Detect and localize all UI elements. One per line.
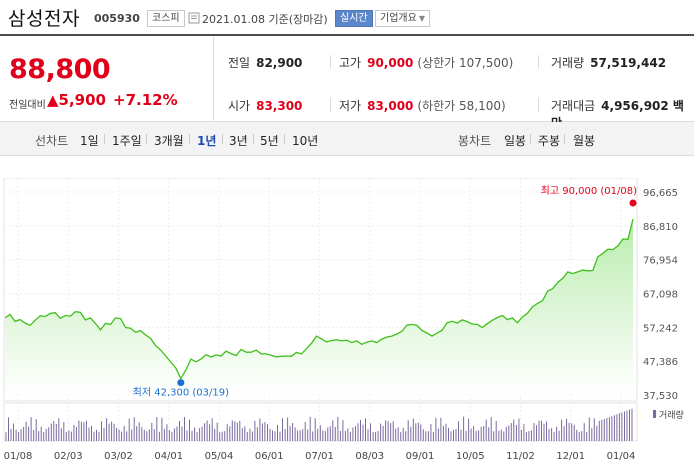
x-tick-label: 08/03 xyxy=(355,451,384,462)
period-1w[interactable]: 1주일 xyxy=(112,134,142,148)
prev-close-value: 82,900 xyxy=(256,56,303,70)
period-1d[interactable]: 1일 xyxy=(80,134,99,148)
divider xyxy=(253,134,254,144)
price-change-percent: +7.12% xyxy=(113,91,178,109)
chart-frame xyxy=(3,177,638,402)
y-tick-label: 86,810 xyxy=(643,222,678,233)
x-tick-label: 05/04 xyxy=(205,451,234,462)
divider xyxy=(222,134,223,144)
quote-summary: 88,800 전일대비 ▲5,900 +7.12% 전일 82,900 고가 90,… xyxy=(0,34,694,130)
company-overview-dropdown[interactable]: 기업개요 ▼ xyxy=(375,10,430,27)
candle-daily[interactable]: 일봉 xyxy=(504,134,527,148)
period-3m[interactable]: 3개월 xyxy=(154,134,184,148)
price-chart-svg: 96,665 86,810 76,954 67,098 57,242 47,386 37,5… xyxy=(3,177,684,462)
divider xyxy=(104,134,105,144)
price-area xyxy=(5,219,633,395)
low-value: 83,000 xyxy=(367,99,414,113)
day-high: 고가 90,000 (상한가 107,500) xyxy=(339,54,513,71)
clock-icon xyxy=(188,12,200,24)
stock-header: 삼성전자 005930 코스피 2021.01.08 기준(장마감) 실시간 기… xyxy=(0,0,694,34)
price-chart: 96,665 86,810 76,954 67,098 57,242 47,386 37,5… xyxy=(0,177,694,463)
divider xyxy=(146,134,147,144)
x-tick-label: 04/01 xyxy=(154,451,183,462)
volume-label: 거래량 xyxy=(551,56,585,70)
y-tick-label: 57,242 xyxy=(643,323,678,334)
x-tick-label: 11/02 xyxy=(506,451,535,462)
prev-close-label: 전일 xyxy=(228,56,251,70)
divider xyxy=(189,134,190,144)
open-price: 시가 83,300 xyxy=(228,97,302,114)
period-5y[interactable]: 5년 xyxy=(260,134,279,148)
prev-close: 전일 82,900 xyxy=(228,54,302,71)
volume-value: 57,519,442 xyxy=(590,56,667,70)
stock-name: 삼성전자 xyxy=(8,8,80,30)
divider xyxy=(538,55,539,69)
x-tick-label: 03/02 xyxy=(104,451,133,462)
period-1y[interactable]: 1년 xyxy=(197,134,217,148)
high-value: 90,000 xyxy=(367,56,414,70)
divider xyxy=(330,98,331,112)
period-3y[interactable]: 3년 xyxy=(229,134,248,148)
change-label: 전일대비 xyxy=(9,100,46,111)
chart-period-bar: 선차트 1일 1주일 3개월 1년 3년 5년 10년 봉차트 일봉 주봉 월봉 xyxy=(0,122,694,156)
low-label: 저가 xyxy=(339,99,362,113)
x-tick-label: 09/01 xyxy=(406,451,435,462)
lower-limit: (하한가 58,100) xyxy=(417,99,506,113)
y-tick-label: 37,530 xyxy=(643,391,678,402)
x-tick-label: 07/01 xyxy=(305,451,334,462)
y-tick-label: 76,954 xyxy=(643,256,678,267)
volume-legend-label: 거래량 xyxy=(659,409,684,421)
volume-legend-swatch xyxy=(653,410,656,418)
price-change-value: 5,900 xyxy=(58,91,106,109)
candle-weekly[interactable]: 주봉 xyxy=(538,134,561,148)
x-tick-label: 02/03 xyxy=(54,451,83,462)
x-tick-label: 12/01 xyxy=(556,451,585,462)
quote-date: 2021.01.08 기준(장마감) xyxy=(202,13,328,26)
divider xyxy=(530,134,531,144)
upper-limit: (상한가 107,500) xyxy=(417,56,514,70)
low-annotation: 최저 42,300 (03/19) xyxy=(133,387,229,399)
y-tick-label: 67,098 xyxy=(643,290,678,301)
low-marker xyxy=(177,379,185,387)
price-line xyxy=(4,218,634,380)
x-tick-label: 10/05 xyxy=(456,451,485,462)
up-triangle-icon: ▲ xyxy=(47,91,59,109)
divider xyxy=(564,134,565,144)
caret-down-icon: ▼ xyxy=(418,14,425,23)
y-tick-label: 96,665 xyxy=(643,188,678,199)
open-label: 시가 xyxy=(228,99,251,113)
x-tick-label: 06/01 xyxy=(255,451,284,462)
y-tick-label: 47,386 xyxy=(643,357,678,368)
x-tick-label: 01/04 xyxy=(607,451,636,462)
x-tick-label: 01/08 xyxy=(4,451,33,462)
amount-label: 거래대금 xyxy=(551,99,596,113)
price-box: 88,800 전일대비 ▲5,900 +7.12% xyxy=(0,36,214,122)
market-badge: 코스피 xyxy=(147,10,185,27)
high-marker xyxy=(629,199,637,207)
high-label: 고가 xyxy=(339,56,362,70)
realtime-button[interactable]: 실시간 xyxy=(335,10,373,27)
current-price: 88,800 xyxy=(9,54,111,85)
divider xyxy=(284,134,285,144)
volume: 거래량 57,519,442 xyxy=(551,54,666,71)
candle-monthly[interactable]: 월봉 xyxy=(573,134,596,148)
price-change: ▲5,900 xyxy=(47,91,106,109)
candle-chart-label: 봉차트 xyxy=(458,134,492,148)
line-chart-label: 선차트 xyxy=(35,134,69,148)
day-low: 저가 83,000 (하한가 58,100) xyxy=(339,97,506,114)
divider xyxy=(538,98,539,112)
divider xyxy=(330,55,331,69)
company-overview-label: 기업개요 xyxy=(380,13,417,24)
high-annotation: 최고 90,000 (01/08) xyxy=(541,185,637,197)
open-value: 83,300 xyxy=(256,99,303,113)
stock-code: 005930 xyxy=(94,12,140,25)
period-10y[interactable]: 10년 xyxy=(292,134,319,148)
